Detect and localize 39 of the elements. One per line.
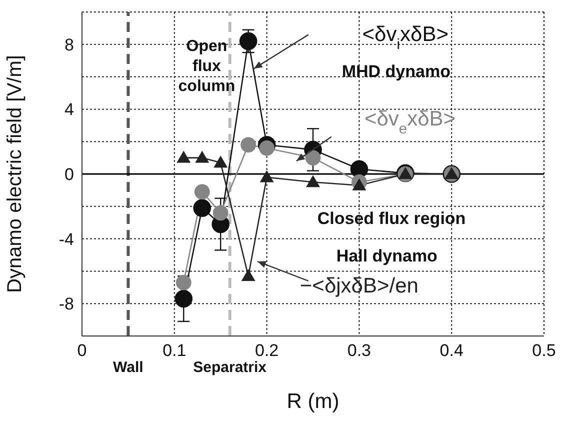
annotation: Open flux column [178,38,236,95]
x-tick-label: 0.4 [440,341,464,360]
point [241,269,256,282]
point [212,205,228,221]
y-tick-label: -8 [58,294,74,314]
point [195,150,210,163]
point [259,140,274,156]
x-tick-label: 0.5 [532,341,556,360]
point [239,32,258,50]
ref-line-label: Wall [113,359,144,376]
point [306,175,320,188]
series-label: <δv$_{e}$xδB> [364,107,456,138]
point [352,178,366,190]
x-tick-label: 0.3 [347,341,372,360]
x-tick-label: 0.2 [254,341,279,360]
annotation: MHD dynamo [342,62,450,81]
point [176,274,192,290]
text: −<δjxδB>/en [300,274,418,298]
point [214,156,228,168]
x-tick-label: 0.1 [162,341,186,360]
y-tick-label: 0 [64,165,74,184]
y-tick-label: -4 [58,230,74,249]
point [174,290,193,308]
point [350,160,368,178]
annotation: Hall dynamo [336,246,438,266]
text: <δv$_{i}$xδB> [362,23,448,54]
point [240,137,256,153]
y-axis-title: Dynamo electric field [V/m] [4,55,26,293]
point [305,150,321,166]
point [193,199,212,217]
x-axis-title: R (m) [286,390,340,413]
y-tick-label: 8 [64,35,74,54]
ref-line-label: Separatrix [193,359,268,376]
x-tick-label: 0 [77,341,87,360]
point [194,184,210,200]
point [176,150,191,163]
annotation: Closed flux region [317,209,466,228]
y-tick-label: 4 [64,100,74,120]
point [260,170,274,182]
